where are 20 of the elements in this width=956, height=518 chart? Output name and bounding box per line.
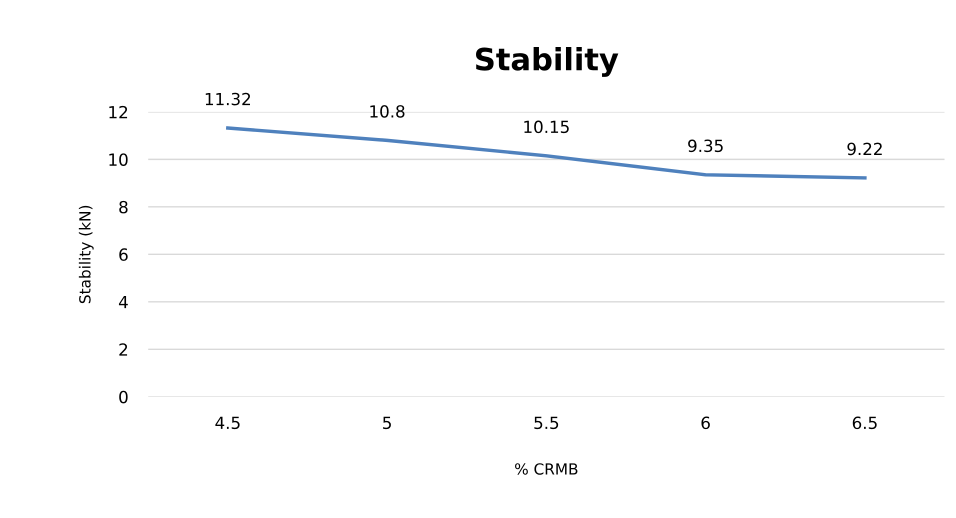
y-tick-label: 4 — [118, 296, 128, 308]
y-tick-label: 10 — [109, 153, 128, 166]
x-axis-title: % CRMB — [515, 463, 578, 475]
y-tick-label: 2 — [119, 343, 128, 356]
y-tick-label: 12 — [109, 106, 128, 118]
data-label: 9.22 — [847, 142, 882, 156]
x-tick-label: 6 — [701, 416, 710, 430]
x-tick-label: 4.5 — [215, 416, 240, 430]
data-label: 10.8 — [370, 105, 404, 118]
chart-title: Stability — [476, 47, 618, 77]
data-label: 9.35 — [688, 140, 723, 152]
data-label: 11.32 — [206, 92, 250, 106]
y-tick-label: 8 — [119, 200, 128, 214]
y-axis-title: Stability (kN) — [78, 206, 94, 304]
y-tick-label: 0 — [119, 390, 128, 404]
x-tick-label: 5.5 — [534, 416, 558, 430]
data-label: 10.15 — [524, 120, 569, 134]
y-tick-label: 6 — [119, 248, 128, 261]
x-tick-label: 6.5 — [852, 416, 877, 430]
x-tick-label: 5 — [383, 416, 391, 430]
